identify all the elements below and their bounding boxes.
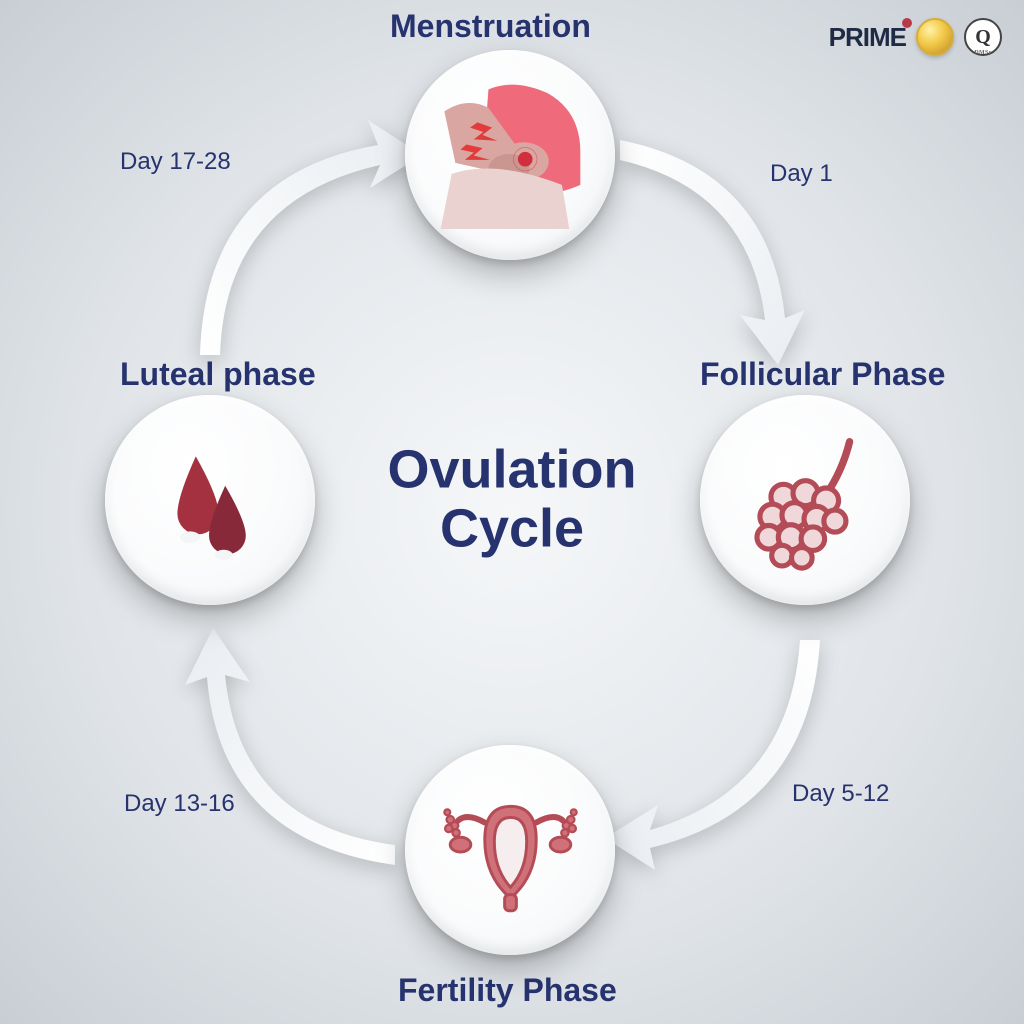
circle-luteal: [105, 395, 315, 605]
title-line-1: Ovulation: [387, 441, 636, 500]
title-line-2: Cycle: [387, 500, 636, 559]
arrow-top-left: [190, 120, 420, 370]
arrow-bottom-left: [185, 620, 415, 870]
diagram-container: PRIME Q DMSc Ovulation Cycle Menstruatio…: [0, 0, 1024, 1024]
q-badge-icon: Q DMSc: [964, 18, 1002, 56]
menstruation-icon: [437, 82, 584, 229]
circle-follicular: [700, 395, 910, 605]
label-fertility: Fertility Phase: [398, 972, 617, 1009]
circle-fertility: [405, 745, 615, 955]
logo-cluster: PRIME Q DMSc: [829, 18, 1002, 56]
center-title: Ovulation Cycle: [387, 441, 636, 560]
q-subtext: DMSc: [974, 50, 991, 56]
fertility-icon: [437, 777, 584, 924]
prime-logo: PRIME: [829, 22, 906, 53]
arrow-top-right: [600, 130, 820, 370]
q-letter: Q: [975, 26, 991, 49]
luteal-icon: [137, 427, 284, 574]
follicular-icon: [732, 427, 879, 574]
arrow-bottom-right: [600, 620, 830, 870]
circle-menstruation: [405, 50, 615, 260]
coin-badge-icon: [916, 18, 954, 56]
label-menstruation: Menstruation: [390, 8, 591, 45]
